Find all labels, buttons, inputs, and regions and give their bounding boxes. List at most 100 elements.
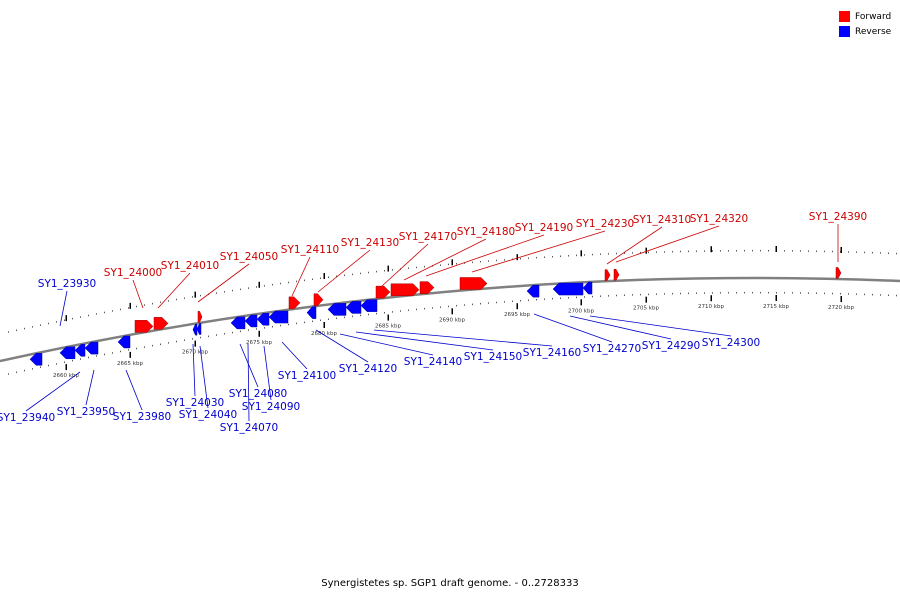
reverse-track-dot [320,319,321,322]
gene-label[interactable]: SY1_24000 [104,267,162,279]
gene-label[interactable]: SY1_23930 [38,278,96,290]
gene-label[interactable]: SY1_24170 [399,231,457,243]
reverse-track-dot [512,300,513,303]
reverse-track-dot [608,295,609,297]
reverse-track-dot [40,366,41,368]
gene-leader-line [157,272,191,309]
forward-swatch [839,11,850,22]
forward-track-dot [128,307,129,309]
forward-gene[interactable] [419,281,435,294]
reverse-gene[interactable] [74,344,86,357]
reverse-track-dot [344,316,345,319]
forward-track-dot [176,298,177,301]
reverse-swatch [839,26,850,37]
reverse-gene[interactable] [29,353,43,366]
reverse-track-dot [592,295,593,298]
forward-track-dot [792,250,793,252]
gene-label[interactable]: SY1_23980 [113,411,171,423]
reverse-track-dot [816,292,817,294]
gene-label[interactable]: SY1_24230 [576,218,634,230]
forward-track-dot [736,249,737,252]
reverse-track-dot [296,322,297,325]
gene-label[interactable]: SY1_24270 [583,343,641,355]
gene-leader-line [615,225,720,263]
forward-track-dot [256,286,257,288]
reverse-track-dot [64,361,65,364]
forward-gene[interactable] [134,320,154,333]
reverse-gene[interactable] [84,341,99,355]
reverse-gene[interactable] [552,282,584,296]
forward-track-dot [648,251,649,254]
gene-label[interactable]: SY1_23940 [0,412,55,424]
reverse-track-dot [616,294,617,297]
forward-gene[interactable] [313,293,324,306]
reverse-track-dot [368,313,369,316]
reverse-gene[interactable] [230,316,246,330]
forward-track-dot [576,254,577,257]
reverse-gene[interactable] [345,301,362,314]
reverse-track-dot [536,298,537,301]
reverse-gene[interactable] [256,312,270,326]
forward-track-dot [288,281,289,284]
gene-label[interactable]: SY1_24390 [809,211,867,223]
gene-label[interactable]: SY1_24310 [633,214,691,226]
gene-label[interactable]: SY1_24150 [464,351,522,363]
reverse-gene[interactable] [306,306,317,319]
forward-gene[interactable] [375,285,391,299]
reverse-track-dot [560,297,561,299]
tick-mark [516,303,518,310]
reverse-gene[interactable] [268,310,289,324]
gene-leader-line [381,243,429,287]
forward-track-dot [368,271,369,274]
reverse-gene[interactable] [327,303,347,316]
reverse-gene[interactable] [196,323,202,335]
forward-gene[interactable] [390,283,420,297]
tick-mark [451,308,453,315]
forward-track-dot [96,313,97,315]
reverse-track-dot [424,307,425,310]
gene-label[interactable]: SY1_24140 [404,356,462,368]
gene-label[interactable]: SY1_24040 [179,409,237,421]
reverse-track-dot [240,330,241,333]
reverse-track-dot [472,303,473,306]
reverse-gene[interactable] [526,284,540,298]
reverse-track-dot [624,294,625,296]
reverse-gene[interactable] [360,299,378,312]
forward-track-dot [408,267,409,269]
forward-gene[interactable] [613,268,620,281]
reverse-track-dot [128,349,129,351]
forward-gene[interactable] [153,317,169,330]
gene-label[interactable]: SY1_24100 [278,370,336,382]
forward-gene[interactable] [835,267,842,279]
forward-track-dot [192,296,193,298]
gene-label[interactable]: SY1_24320 [690,213,748,225]
gene-label[interactable]: SY1_24130 [341,237,399,249]
reverse-gene[interactable] [582,281,593,295]
gene-label[interactable]: SY1_24300 [702,337,760,349]
forward-gene[interactable] [459,277,488,290]
reverse-track-dot [752,291,753,294]
forward-gene[interactable] [288,296,301,310]
forward-gene[interactable] [604,269,611,281]
gene-label[interactable]: SY1_24010 [161,260,219,272]
gene-label[interactable]: SY1_24120 [339,363,397,375]
gene-label[interactable]: SY1_24070 [220,422,278,434]
gene-label[interactable]: SY1_24030 [166,397,224,409]
gene-label[interactable]: SY1_24090 [242,401,300,413]
tick-mark-upper [194,291,196,298]
reverse-track-dot [184,339,185,341]
gene-label[interactable]: SY1_24180 [457,226,515,238]
reverse-gene[interactable] [59,346,76,360]
gene-label[interactable]: SY1_24190 [515,222,573,234]
reverse-gene[interactable] [192,323,198,336]
reverse-gene[interactable] [117,335,131,349]
gene-label[interactable]: SY1_23950 [57,406,115,418]
forward-gene[interactable] [197,311,203,323]
gene-label[interactable]: SY1_24290 [642,340,700,352]
reverse-gene[interactable] [244,314,258,328]
gene-label[interactable]: SY1_24160 [523,347,581,359]
gene-label[interactable]: SY1_24080 [229,388,287,400]
gene-label[interactable]: SY1_24110 [281,244,339,256]
gene-label[interactable]: SY1_24050 [220,251,278,263]
reverse-track-dot [80,358,81,360]
